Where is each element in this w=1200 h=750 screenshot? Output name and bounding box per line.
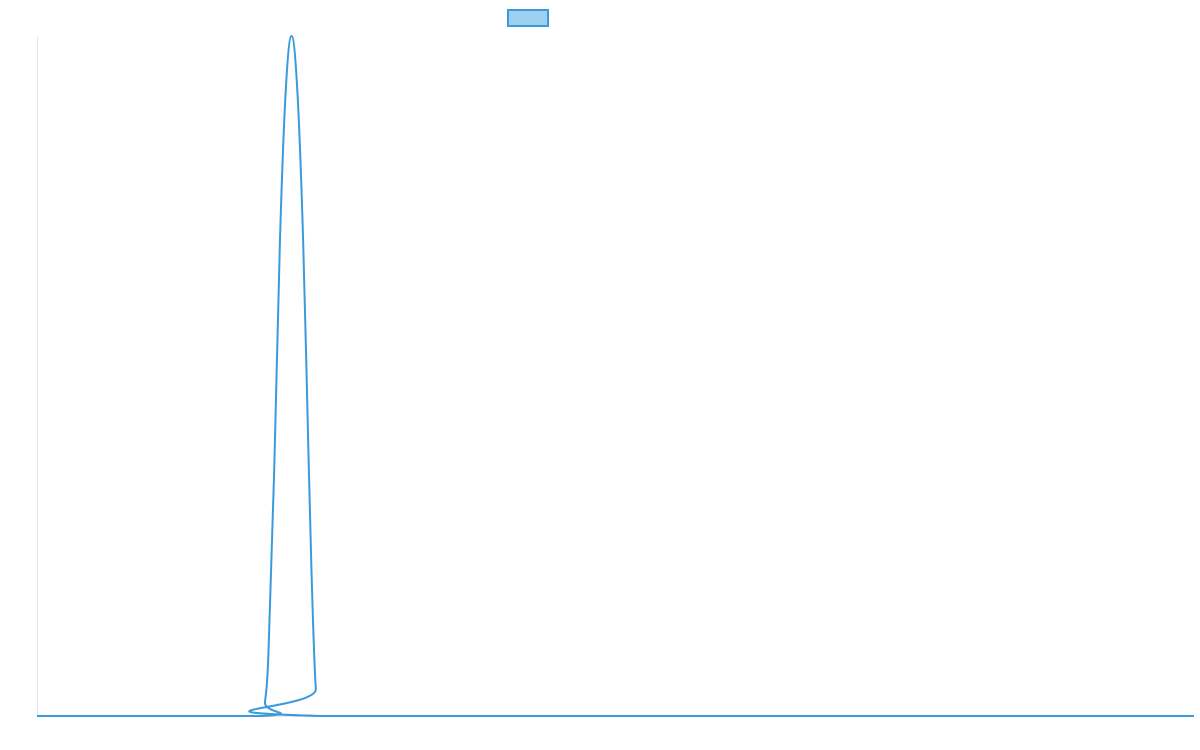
legend[interactable] [507, 9, 549, 27]
axes [37, 36, 1194, 717]
series-line-0[interactable] [37, 35, 1194, 718]
legend-swatch[interactable] [507, 9, 549, 27]
series-group [37, 35, 1194, 718]
